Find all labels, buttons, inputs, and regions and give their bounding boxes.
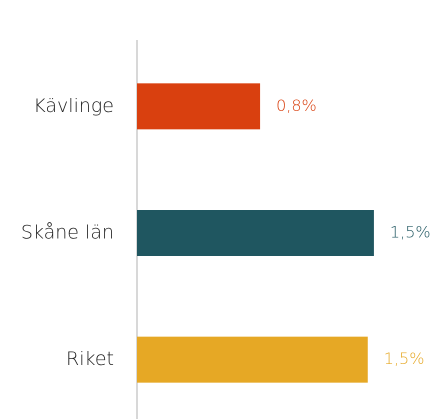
bar xyxy=(137,210,374,256)
category-label: Riket xyxy=(66,348,114,370)
bar xyxy=(137,336,368,383)
category-label: Kävlinge xyxy=(33,95,114,117)
value-label: 1,5% xyxy=(384,349,425,368)
category-label: Skåne län xyxy=(21,222,114,244)
value-label: 0,8% xyxy=(276,96,317,115)
bar xyxy=(137,83,261,130)
value-label: 1,5% xyxy=(390,223,431,242)
